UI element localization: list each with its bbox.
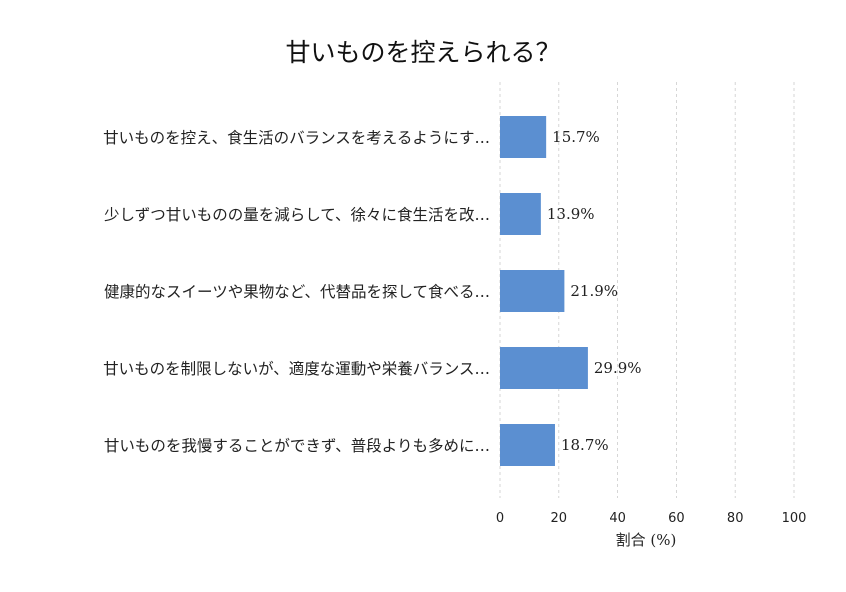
chart-title: 甘いものを控えられる？ [285,38,560,67]
bar [500,424,555,466]
value-label: 21.9% [570,282,618,300]
category-label: 少しずつ甘いものの量を減らして、徐々に食生活を改… [104,206,490,224]
value-label: 15.7% [552,128,600,146]
bars [500,116,588,466]
x-tick-label: 20 [551,511,568,526]
x-tick-label: 40 [609,511,626,526]
value-label: 13.9% [547,205,595,223]
value-label: 29.9% [594,359,642,377]
bar [500,347,588,389]
x-tick-label: 60 [668,511,685,526]
bar [500,116,547,158]
category-label: 甘いものを我慢することができず、普段よりも多めに… [104,437,490,455]
x-axis-label: 割合 (%) [616,531,677,549]
bar [500,193,541,235]
bar [500,270,565,312]
category-label: 甘いものを制限しないが、適度な運動や栄養バランス… [103,360,490,378]
x-tick-label: 100 [782,511,807,526]
x-tick-label: 80 [727,511,744,526]
value-label: 18.7% [561,436,609,454]
x-tick-label: 0 [496,511,504,526]
category-label: 甘いものを控え、食生活のバランスを考えるようにす… [103,129,490,147]
value-labels: 15.7% 13.9% 21.9% 29.9% 18.7% [547,128,642,454]
category-labels: 甘いものを控え、食生活のバランスを考えるようにす… 少しずつ甘いものの量を減らして… [103,129,490,455]
x-axis-ticks: 0 20 40 60 80 100 [496,511,807,526]
category-label: 健康的なスイーツや果物など、代替品を探して食べる… [104,283,490,301]
